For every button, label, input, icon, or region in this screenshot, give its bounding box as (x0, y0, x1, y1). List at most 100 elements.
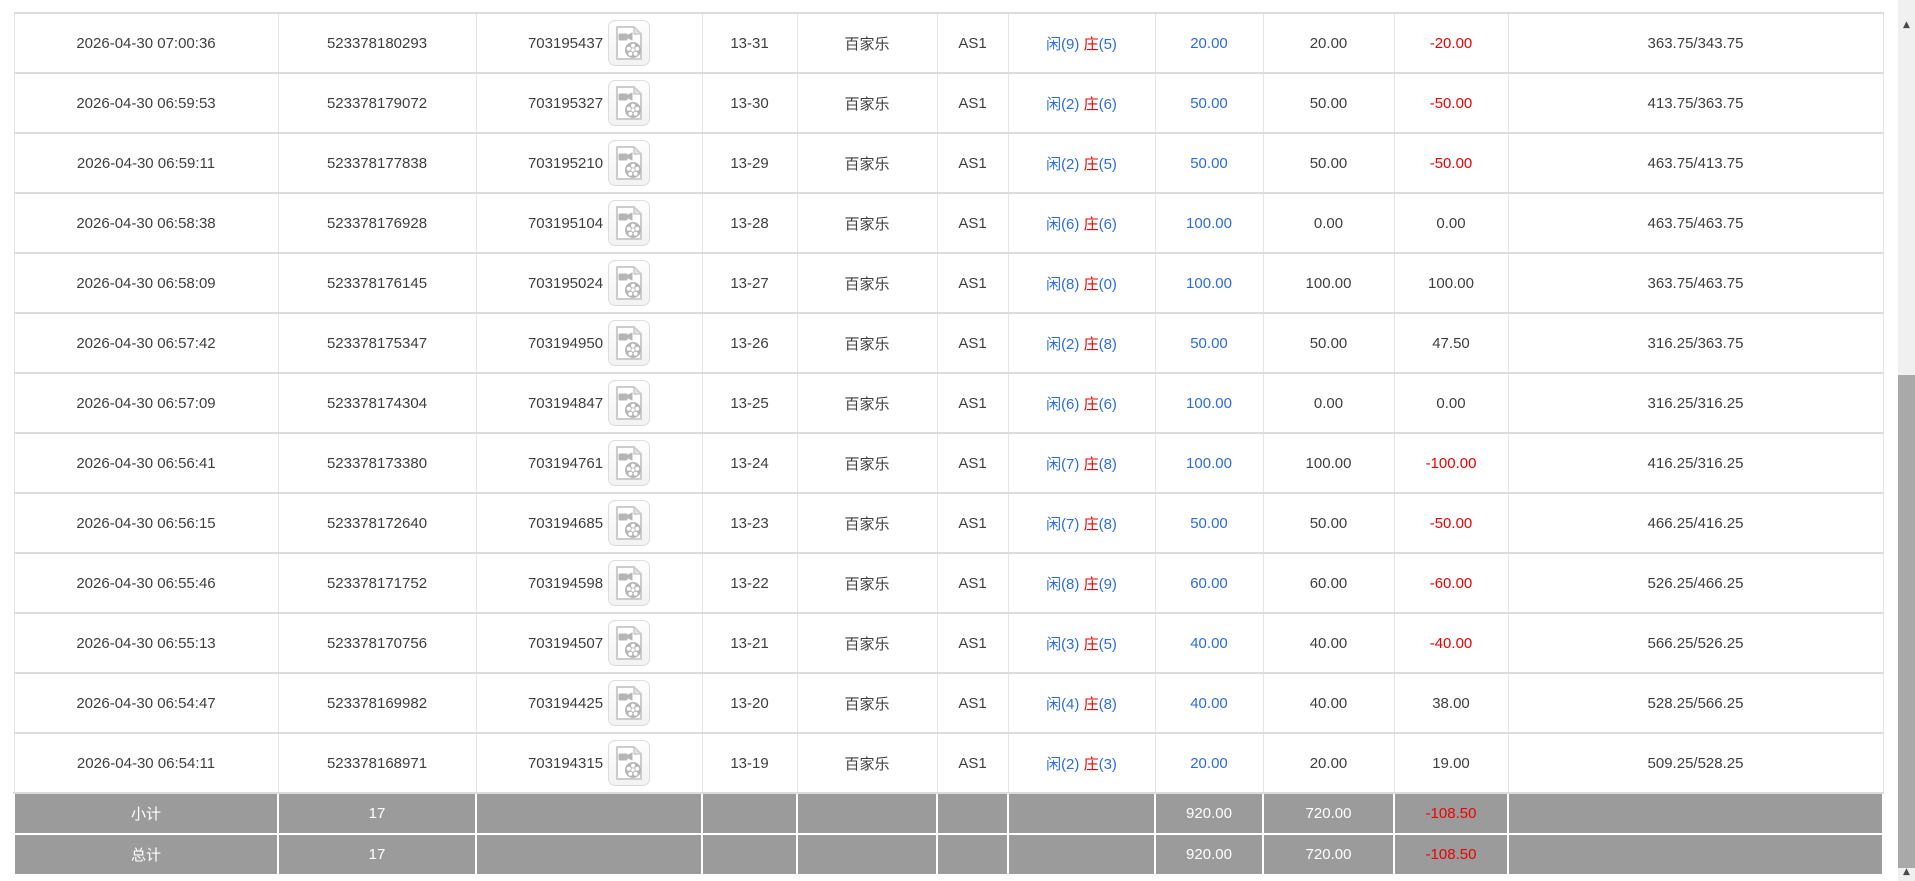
table-row: 2026-04-30 06:56:41 523378173380 703194761… (13, 432, 1884, 494)
video-file-icon (616, 86, 643, 120)
cell-bet-amount: 50.00 (1154, 72, 1264, 134)
cell-result: 闲(7) 庄(8) (1007, 492, 1156, 554)
round-id-text: 703194425 (527, 694, 604, 712)
video-replay-button[interactable] (608, 320, 651, 366)
total-empty (1507, 833, 1884, 876)
cell-round-id: 703194950 (475, 312, 703, 374)
total-bet: 920.00 (1154, 833, 1264, 876)
cell-round-id: 703194425 (475, 672, 703, 734)
cell-bet-id: 523378173380 (277, 432, 477, 494)
video-file-icon (616, 266, 643, 300)
cell-bet-id: 523378180293 (277, 12, 477, 74)
cell-time: 2026-04-30 06:57:09 (13, 372, 279, 434)
cell-bet-amount: 20.00 (1154, 12, 1264, 74)
cell-winloss: 19.00 (1393, 732, 1509, 794)
video-replay-button[interactable] (608, 80, 651, 126)
cell-round-id: 703194761 (475, 432, 703, 494)
cell-round-no: 13-25 (701, 372, 798, 434)
result-banker-points: (9) (1098, 575, 1117, 593)
cell-result: 闲(2) 庄(8) (1007, 312, 1156, 374)
cell-bet-id: 523378179072 (277, 72, 477, 134)
cell-valid-amount: 20.00 (1262, 732, 1395, 794)
cell-result: 闲(2) 庄(5) (1007, 132, 1156, 194)
video-replay-button[interactable] (608, 740, 651, 786)
total-empty (475, 833, 703, 876)
bet-history-table: 2026-04-30 07:00:36 523378180293 703195437… (13, 12, 1884, 876)
cell-game-type: 百家乐 (796, 492, 938, 554)
vertical-scrollbar[interactable]: ▲ ▲ (1898, 0, 1915, 881)
cell-table-no: AS1 (936, 252, 1009, 314)
cell-time: 2026-04-30 06:55:46 (13, 552, 279, 614)
cell-round-no: 13-30 (701, 72, 798, 134)
result-player: 闲(9) (1046, 35, 1080, 53)
scroll-bottom-button[interactable]: ▲ (1898, 867, 1915, 877)
cell-time: 2026-04-30 06:59:53 (13, 72, 279, 134)
cell-winloss: -50.00 (1393, 492, 1509, 554)
round-id-group: 703195437 (477, 20, 701, 66)
video-replay-button[interactable] (608, 500, 651, 546)
cell-result: 闲(3) 庄(5) (1007, 612, 1156, 674)
scroll-up-button[interactable]: ▲ (1898, 20, 1915, 30)
scrollbar-thumb[interactable] (1898, 375, 1915, 868)
cell-table-no: AS1 (936, 312, 1009, 374)
video-replay-button[interactable] (608, 560, 651, 606)
total-winloss: -108.50 (1393, 833, 1509, 876)
cell-table-no: AS1 (936, 72, 1009, 134)
cell-result: 闲(2) 庄(6) (1007, 72, 1156, 134)
cell-result: 闲(9) 庄(5) (1007, 12, 1156, 74)
cell-result: 闲(6) 庄(6) (1007, 192, 1156, 254)
video-file-icon (616, 326, 643, 360)
bet-history-table-wrap: 2026-04-30 07:00:36 523378180293 703195437… (13, 12, 1884, 876)
video-replay-button[interactable] (608, 620, 651, 666)
cell-time: 2026-04-30 06:54:11 (13, 732, 279, 794)
result-player: 闲(4) (1046, 695, 1080, 713)
cell-game-type: 百家乐 (796, 312, 938, 374)
result-banker: 庄 (1083, 455, 1099, 473)
total-empty (796, 833, 938, 876)
cell-round-id: 703194685 (475, 492, 703, 554)
cell-time: 2026-04-30 06:54:47 (13, 672, 279, 734)
video-replay-button[interactable] (608, 380, 651, 426)
cell-bet-id: 523378169982 (277, 672, 477, 734)
round-id-group: 703194598 (477, 560, 701, 606)
result-player: 闲(3) (1046, 635, 1080, 653)
video-replay-button[interactable] (608, 200, 651, 246)
cell-valid-amount: 60.00 (1262, 552, 1395, 614)
cell-bet-id: 523378176928 (277, 192, 477, 254)
cell-bet-amount: 40.00 (1154, 672, 1264, 734)
cell-balance: 528.25/566.25 (1507, 672, 1884, 734)
cell-result: 闲(8) 庄(9) (1007, 552, 1156, 614)
cell-balance: 316.25/363.75 (1507, 312, 1884, 374)
cell-bet-amount: 100.00 (1154, 192, 1264, 254)
cell-round-no: 13-20 (701, 672, 798, 734)
cell-round-id: 703194598 (475, 552, 703, 614)
cell-round-id: 703195104 (475, 192, 703, 254)
cell-winloss: -50.00 (1393, 132, 1509, 194)
total-label: 总计 (13, 833, 279, 876)
round-id-text: 703195104 (527, 214, 604, 232)
video-replay-button[interactable] (608, 20, 651, 66)
round-id-text: 703194507 (527, 634, 604, 652)
video-replay-button[interactable] (608, 680, 651, 726)
cell-round-id: 703195327 (475, 72, 703, 134)
subtotal-empty (1507, 792, 1884, 835)
video-replay-button[interactable] (608, 260, 651, 306)
result-banker-points: (8) (1098, 455, 1117, 473)
video-file-icon (616, 146, 643, 180)
cell-balance: 509.25/528.25 (1507, 732, 1884, 794)
result-player: 闲(2) (1046, 755, 1080, 773)
cell-result: 闲(4) 庄(8) (1007, 672, 1156, 734)
cell-valid-amount: 100.00 (1262, 252, 1395, 314)
video-replay-button[interactable] (608, 140, 651, 186)
table-body: 2026-04-30 07:00:36 523378180293 703195437… (13, 12, 1884, 794)
video-replay-button[interactable] (608, 440, 651, 486)
cell-result: 闲(6) 庄(6) (1007, 372, 1156, 434)
cell-valid-amount: 100.00 (1262, 432, 1395, 494)
video-file-icon (616, 206, 643, 240)
cell-valid-amount: 20.00 (1262, 12, 1395, 74)
subtotal-count: 17 (277, 792, 477, 835)
round-id-text: 703194847 (527, 394, 604, 412)
cell-winloss: -60.00 (1393, 552, 1509, 614)
round-id-text: 703194761 (527, 454, 604, 472)
subtotal-winloss: -108.50 (1393, 792, 1509, 835)
